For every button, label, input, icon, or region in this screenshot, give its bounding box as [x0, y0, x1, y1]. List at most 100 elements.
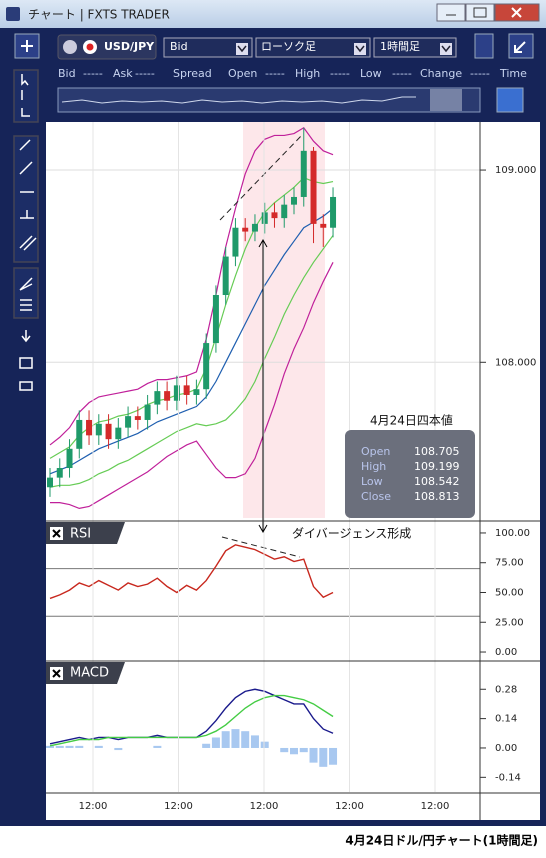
series-line [49, 208, 334, 475]
caption-area [0, 826, 546, 854]
y-tick-label: 0.28 [495, 684, 517, 695]
divergence-line [221, 536, 301, 558]
candle-body [222, 256, 229, 296]
histogram-bar [153, 745, 162, 748]
histogram-bar [114, 747, 123, 751]
style-dropdown[interactable] [255, 37, 371, 58]
quote-value: 108.705 [414, 445, 460, 458]
arrow [258, 238, 268, 534]
histogram-bar [46, 745, 54, 748]
y-tick-label: 25.00 [495, 617, 524, 628]
candle-body [95, 423, 102, 436]
header-label: ----- [265, 67, 285, 80]
tool-group [13, 69, 39, 123]
candle-body [300, 150, 307, 197]
draw-tools[interactable] [19, 139, 37, 251]
panel-toggle[interactable] [474, 33, 494, 59]
series-line [49, 177, 334, 459]
x-tick-label: 12:00 [335, 801, 364, 812]
candle-body [173, 385, 180, 401]
header-label: Bid [58, 67, 76, 80]
header-label: ----- [330, 67, 350, 80]
header-label: Time [499, 67, 527, 80]
y-tick-label: 108.000 [495, 357, 536, 368]
y-tick-label: 75.00 [495, 558, 524, 569]
tool-column [13, 69, 39, 391]
maximize-button[interactable] [465, 3, 495, 22]
plus-glyph [21, 40, 33, 52]
histogram-bar [231, 729, 240, 748]
x-tick-label: 12:00 [79, 801, 108, 812]
candle-body [193, 389, 200, 395]
candle-body [105, 423, 112, 440]
candle-body [183, 385, 190, 395]
chart-style: ローソク足 [261, 40, 316, 53]
rsi-tab [46, 522, 125, 544]
price-pane [46, 126, 480, 510]
histogram-bar [211, 737, 220, 748]
symbol-box[interactable] [57, 34, 157, 60]
candle-body [86, 419, 93, 436]
symbol: USD/JPY [104, 40, 155, 53]
macd-tab [46, 662, 125, 684]
mini-chart-window[interactable] [430, 89, 462, 111]
timeframe-dropdown[interactable] [373, 37, 457, 58]
window-glyphs [446, 7, 487, 18]
close-glyphs [52, 529, 61, 678]
histogram-bar [221, 731, 230, 748]
y-tick-label: 100.00 [495, 528, 530, 539]
y-tick-label: 109.000 [495, 165, 536, 176]
candle-body [144, 404, 151, 420]
candle-body [76, 419, 83, 449]
series-line [49, 694, 334, 747]
histogram-bar [75, 745, 84, 748]
candle-body [203, 343, 210, 390]
candle-body [66, 448, 73, 469]
histogram-bar [299, 747, 308, 753]
candle-body [242, 227, 249, 232]
quote-rows: Open 108.705 High 109.199 Low 108.542 Close 108… [361, 445, 460, 503]
fib-tools[interactable] [19, 277, 33, 311]
zoom-button[interactable] [496, 87, 524, 113]
header-label: Ask [113, 67, 133, 80]
candle-body [164, 391, 171, 401]
series-line [49, 544, 334, 600]
window-title: チャート | FXTS TRADER [28, 8, 170, 22]
y-tick-label: 0.14 [495, 714, 517, 725]
quote-header: Bid ----- Ask ----- Spread Open ----- High -----… [58, 67, 527, 80]
header-label: ----- [135, 67, 155, 80]
candle-body [310, 150, 317, 224]
candle-body [56, 468, 63, 478]
histogram-bar [280, 747, 289, 753]
header-label: Change [420, 67, 462, 80]
quote-label: Close [361, 490, 391, 503]
header-label: Open [228, 67, 257, 80]
quote-label: High [361, 460, 386, 473]
histogram-bar [55, 745, 64, 748]
dropdown-chevrons [237, 45, 451, 53]
series-line [49, 235, 334, 488]
quote-label: Low [361, 475, 383, 488]
quote-box-title: 4月24日四本値 [370, 413, 453, 428]
header-label: ----- [470, 67, 490, 80]
price-side-dropdown[interactable] [163, 37, 253, 58]
minimize-button[interactable] [436, 3, 466, 22]
cursor-tools[interactable] [21, 74, 30, 117]
candle-body [212, 295, 219, 344]
app-icon [6, 7, 20, 21]
misc-tools[interactable] [19, 330, 33, 391]
candle-body [291, 196, 297, 205]
annotation: ダイバージェンス形成 [292, 526, 411, 541]
axes: 109.000 108.000 100.00 75.00 50.00 25.00 0.00 0… [79, 122, 536, 812]
caption: 4月24日ドル/円チャート(1時間足) [345, 833, 538, 848]
candle-body [261, 212, 268, 224]
histogram-bar [309, 747, 318, 763]
histogram-bar [65, 745, 74, 748]
quote-label: Open [361, 445, 390, 458]
candle-body [232, 227, 239, 257]
quote-value: 108.813 [414, 490, 460, 503]
rsi-title: RSI [70, 527, 91, 542]
macd-pane [46, 688, 338, 767]
